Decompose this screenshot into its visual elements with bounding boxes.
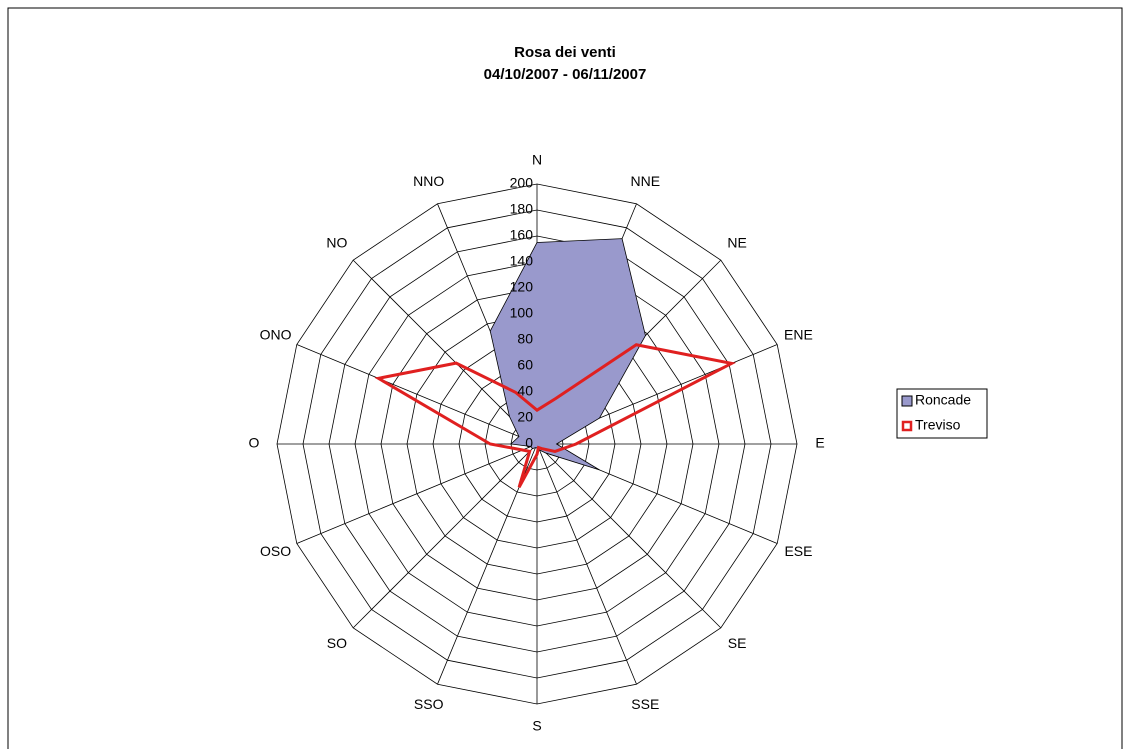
r-tick-label: 80 [517,331,533,347]
r-tick-label: 200 [510,175,534,191]
legend-swatch [901,395,913,407]
chart-title: Rosa dei venti [514,44,616,61]
category-label: SSE [631,696,659,712]
category-label: ESE [784,543,812,559]
r-tick-label: 160 [510,227,534,243]
category-label: O [249,435,260,451]
category-label: OSO [260,543,291,559]
category-label: ENE [784,326,813,342]
r-tick-label: 20 [517,409,533,425]
category-label: SSO [414,696,444,712]
spoke [352,443,538,629]
series-area [374,343,737,488]
r-tick-label: 140 [510,253,534,269]
legend-label: Roncade [915,392,971,408]
r-tick-label: 120 [510,279,534,295]
spoke [296,443,538,544]
category-label: SE [728,635,747,651]
category-label: NO [326,235,347,251]
category-label: E [815,435,824,451]
spoke [536,443,722,629]
r-tick-label: 100 [510,305,534,321]
category-label: ONO [260,326,292,342]
r-tick-label: 0 [525,435,533,451]
spoke [536,443,637,685]
category-label: N [532,152,542,168]
legend-swatch [901,420,913,432]
legend-label: Treviso [915,417,961,433]
category-label: NE [727,235,746,251]
r-tick-label: 60 [517,357,533,373]
spoke [352,259,538,445]
r-tick-label: 180 [510,201,534,217]
chart-subtitle: 04/10/2007 - 06/11/2007 [484,66,647,83]
category-label: NNE [631,173,661,189]
category-label: SO [327,635,347,651]
spoke [296,344,538,445]
r-tick-label: 40 [517,383,533,399]
category-label: NNO [413,173,444,189]
category-label: S [532,718,541,734]
